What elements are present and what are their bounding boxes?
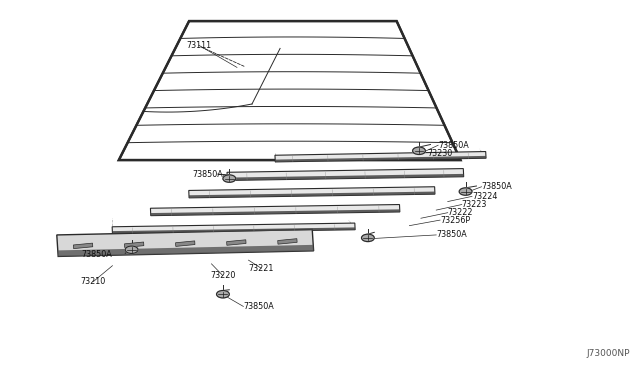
- Text: 73256P: 73256P: [440, 216, 470, 225]
- Polygon shape: [113, 227, 355, 234]
- Polygon shape: [189, 192, 435, 198]
- Circle shape: [223, 175, 236, 182]
- Text: 73230: 73230: [428, 149, 452, 158]
- Polygon shape: [124, 242, 144, 247]
- Polygon shape: [227, 240, 246, 245]
- Polygon shape: [112, 223, 355, 234]
- Text: 73223: 73223: [462, 200, 487, 209]
- Text: 73850A: 73850A: [243, 302, 274, 311]
- Polygon shape: [175, 241, 195, 246]
- Polygon shape: [150, 205, 400, 216]
- Polygon shape: [57, 230, 314, 256]
- Polygon shape: [278, 239, 297, 244]
- Circle shape: [216, 291, 229, 298]
- Text: 73221: 73221: [248, 264, 274, 273]
- Text: 73220: 73220: [211, 271, 236, 280]
- Text: 73210: 73210: [81, 277, 106, 286]
- Circle shape: [125, 246, 138, 253]
- Text: 73850A: 73850A: [436, 230, 467, 240]
- Polygon shape: [275, 156, 486, 162]
- Circle shape: [460, 188, 472, 195]
- Text: 73111: 73111: [186, 41, 211, 50]
- Text: 73850A: 73850A: [481, 182, 512, 191]
- Text: J73000NP: J73000NP: [586, 349, 630, 358]
- Text: 73850A: 73850A: [438, 141, 469, 150]
- Text: 73850A: 73850A: [192, 170, 223, 179]
- Polygon shape: [189, 187, 435, 198]
- Circle shape: [362, 234, 374, 241]
- Polygon shape: [74, 243, 93, 248]
- Text: 73224: 73224: [472, 192, 497, 201]
- Polygon shape: [150, 209, 400, 216]
- Text: 73850A: 73850A: [82, 250, 113, 259]
- Circle shape: [413, 147, 426, 154]
- Polygon shape: [227, 174, 464, 180]
- Polygon shape: [119, 21, 461, 160]
- Text: 73222: 73222: [448, 208, 473, 217]
- Polygon shape: [58, 245, 314, 256]
- Polygon shape: [275, 151, 486, 162]
- Polygon shape: [227, 169, 464, 180]
